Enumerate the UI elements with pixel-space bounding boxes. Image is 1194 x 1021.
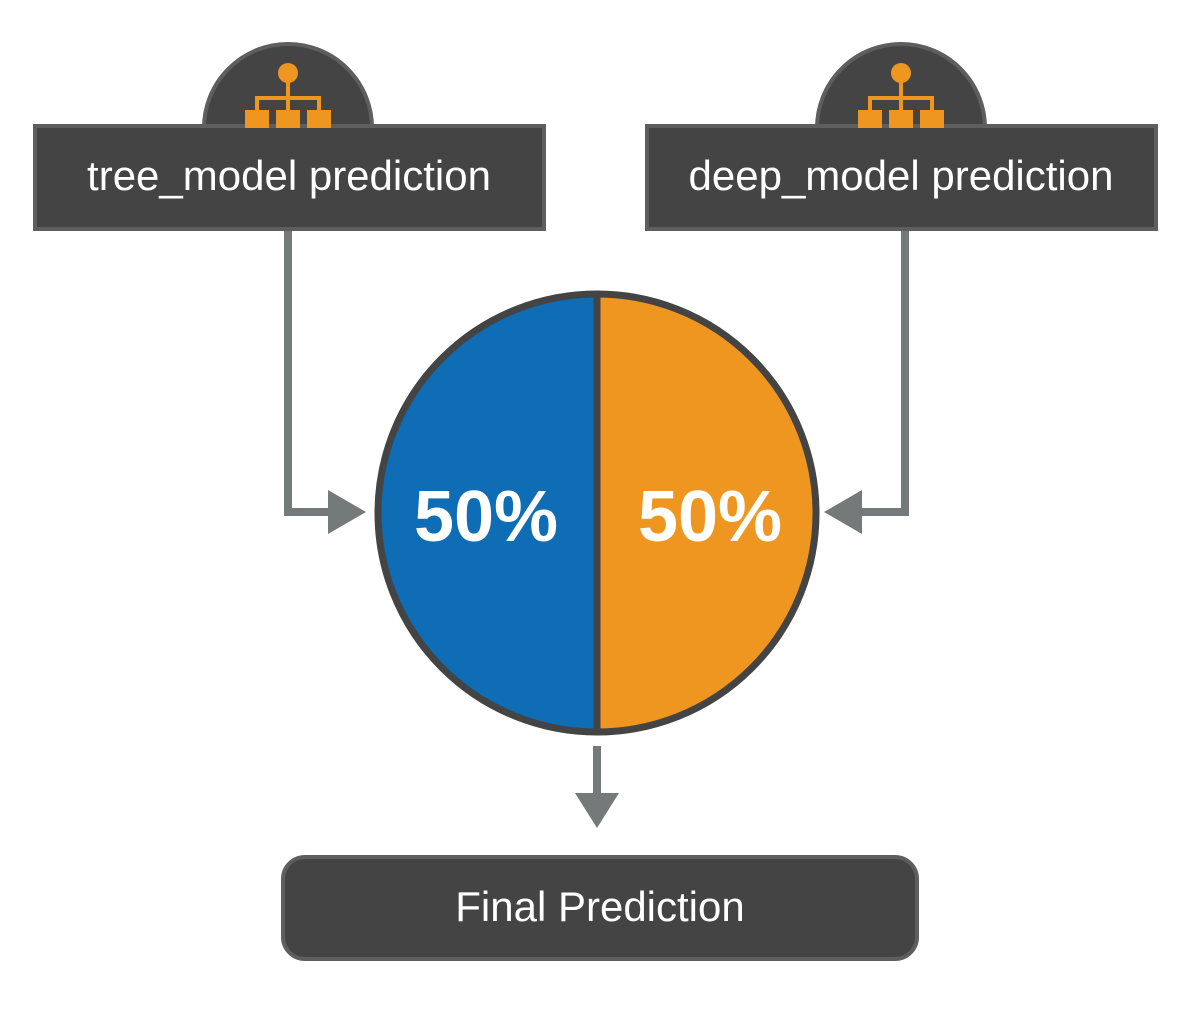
deep-model-label: deep_model prediction <box>689 152 1114 199</box>
ensemble-weight-circle: 50% 50% <box>374 290 820 736</box>
final-prediction-node: Final Prediction <box>281 855 919 961</box>
ensemble-to-final-arrow <box>575 746 619 828</box>
final-prediction-label: Final Prediction <box>455 883 744 930</box>
hierarchy-icon <box>245 63 331 128</box>
tree-model-node: tree_model prediction <box>33 42 546 231</box>
hierarchy-icon <box>858 63 944 128</box>
tree-weight-segment <box>378 294 597 732</box>
deep-to-ensemble-arrow <box>824 230 909 534</box>
deep-model-node: deep_model prediction <box>645 42 1158 231</box>
tree-model-label: tree_model prediction <box>87 152 491 199</box>
tree-weight-label: 50% <box>414 477 558 557</box>
tree-to-ensemble-arrow <box>284 230 366 534</box>
deep-weight-label: 50% <box>638 477 782 557</box>
deep-weight-segment <box>597 294 816 732</box>
